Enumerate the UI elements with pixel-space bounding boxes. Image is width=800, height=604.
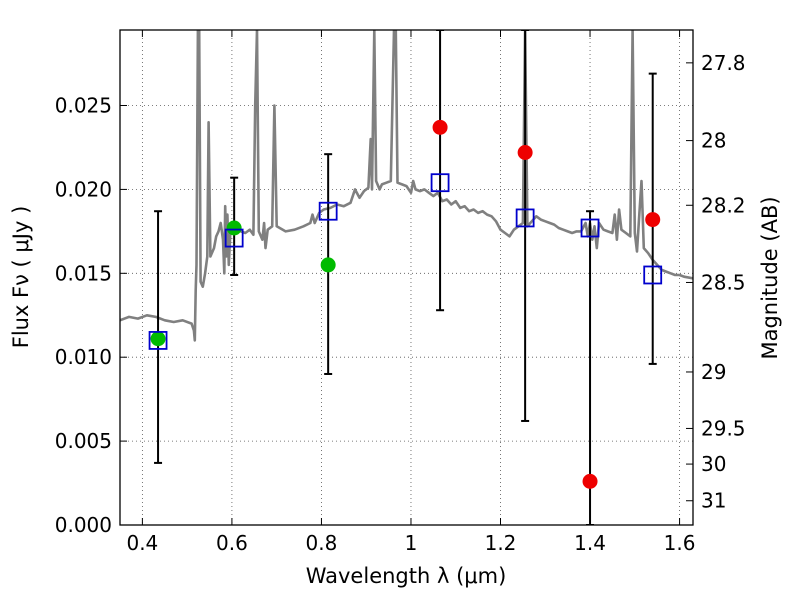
axes: 0.4 0.6 0.8 1 1.2 1.4 1.6 0.000 0.005 0.010 0.015 0… (55, 30, 746, 555)
y-tick-label: 0.020 (55, 177, 112, 201)
x-tick-label: 0.8 (306, 531, 338, 555)
y2-tick-label: 31 (701, 489, 726, 513)
grid (120, 30, 693, 526)
blue-square-point (224, 228, 244, 248)
y2-tick-label: 29 (701, 360, 726, 384)
red-point (432, 119, 448, 135)
y-tick-label: 0.000 (55, 513, 112, 537)
red-point (582, 473, 598, 489)
plot-frame (119, 29, 694, 526)
y-axis-label: Flux Fν ( μJy ) (9, 206, 33, 349)
blue-square-point (580, 218, 600, 238)
red-point (645, 212, 661, 228)
y2-tick-label: 29.5 (701, 416, 746, 440)
y2-tick-label: 28.2 (701, 193, 746, 217)
x-tick-label: 1 (405, 531, 418, 555)
y2-tick-label: 27.8 (701, 51, 746, 75)
y2-tick-label: 28.5 (701, 270, 746, 294)
x-tick-label: 0.4 (126, 531, 158, 555)
plot-area (120, 30, 693, 525)
blue-square-point (430, 173, 450, 193)
blue-square-point (515, 208, 535, 228)
blue-square-point (148, 331, 168, 350)
x-tick-label: 1.6 (664, 531, 696, 555)
green-point (320, 257, 336, 273)
red-point (517, 144, 533, 160)
y-tick-label: 0.005 (55, 429, 112, 453)
y-tick-label: 0.025 (55, 94, 112, 118)
x-axis-label: Wavelength λ (μm) (306, 564, 507, 588)
blue-square-point (318, 201, 338, 221)
spectrum-line (120, 30, 693, 342)
y2-tick-label: 28 (701, 129, 726, 153)
x-tick-label: 0.6 (216, 531, 248, 555)
y2-axis-label: Magnitude (AB) (758, 196, 782, 359)
green-point (226, 220, 242, 236)
x-tick-label: 1.4 (574, 531, 606, 555)
y-tick-label: 0.015 (55, 261, 112, 285)
x-tick-label: 1.2 (485, 531, 517, 555)
blue-square-point (643, 265, 663, 285)
y-tick-label: 0.010 (55, 345, 112, 369)
y2-tick-label: 30 (701, 452, 726, 476)
green-point (150, 331, 166, 347)
